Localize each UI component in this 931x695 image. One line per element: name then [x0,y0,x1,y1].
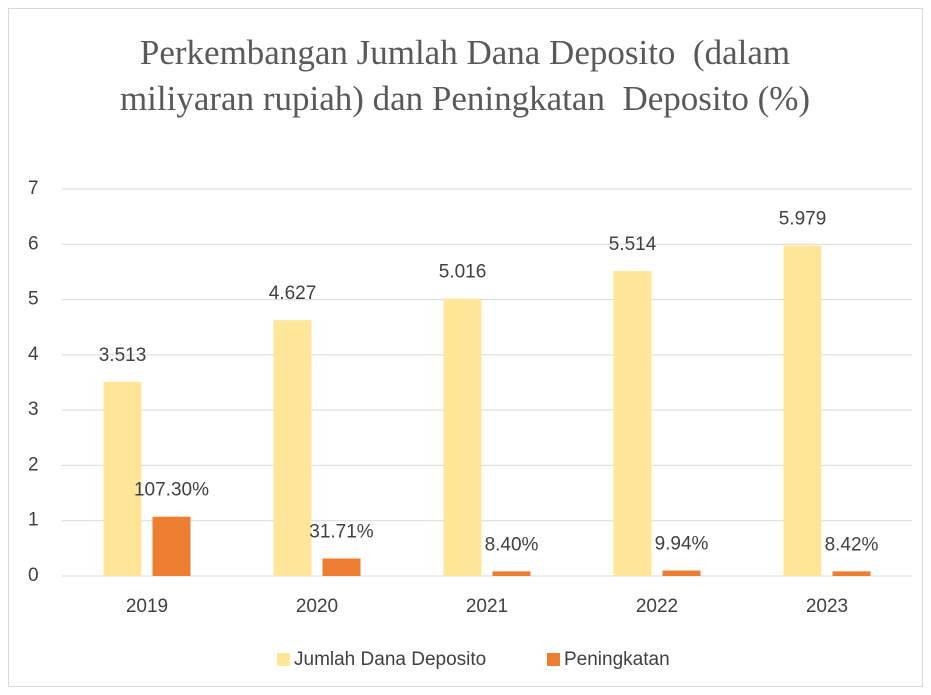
value-label: 31.71% [309,521,374,542]
bar [492,571,531,576]
value-label: 4.627 [269,283,317,304]
y-tick-label: 7 [28,178,39,199]
y-tick-label: 4 [28,344,39,365]
bar [103,381,142,576]
y-tick-label: 2 [28,454,39,475]
legend-label: Jumlah Dana Deposito [294,649,486,670]
x-tick-label: 2022 [636,596,678,617]
value-label: 8.40% [485,534,539,555]
value-label: 107.30% [134,480,209,501]
bar [662,570,701,576]
value-label: 3.513 [99,345,147,366]
chart-title: Perkembangan Jumlah Dana Deposito (dalam… [119,33,811,118]
value-label: 8.42% [825,534,879,555]
y-tick-label: 1 [28,510,39,531]
chart-border [8,8,923,687]
bar [273,320,312,576]
legend-label: Peningkatan [564,649,670,670]
x-tick-label: 2019 [126,596,168,617]
value-label: 9.94% [655,534,709,555]
bar [322,558,361,576]
legend-swatch [547,653,560,666]
bar [832,571,871,576]
x-tick-label: 2021 [466,596,508,617]
y-tick-label: 3 [28,399,39,420]
x-tick-label: 2020 [296,596,338,617]
value-label: 5.514 [609,234,657,255]
bar [443,298,482,576]
value-label: 5.979 [779,208,827,229]
legend-swatch [277,653,290,666]
bar [152,516,191,576]
y-tick-label: 6 [28,233,39,254]
y-tick-label: 5 [28,289,39,310]
value-label: 5.016 [439,262,487,283]
y-tick-label: 0 [28,565,39,586]
bar [613,271,652,576]
x-tick-label: 2023 [806,596,848,617]
bar [783,245,822,576]
